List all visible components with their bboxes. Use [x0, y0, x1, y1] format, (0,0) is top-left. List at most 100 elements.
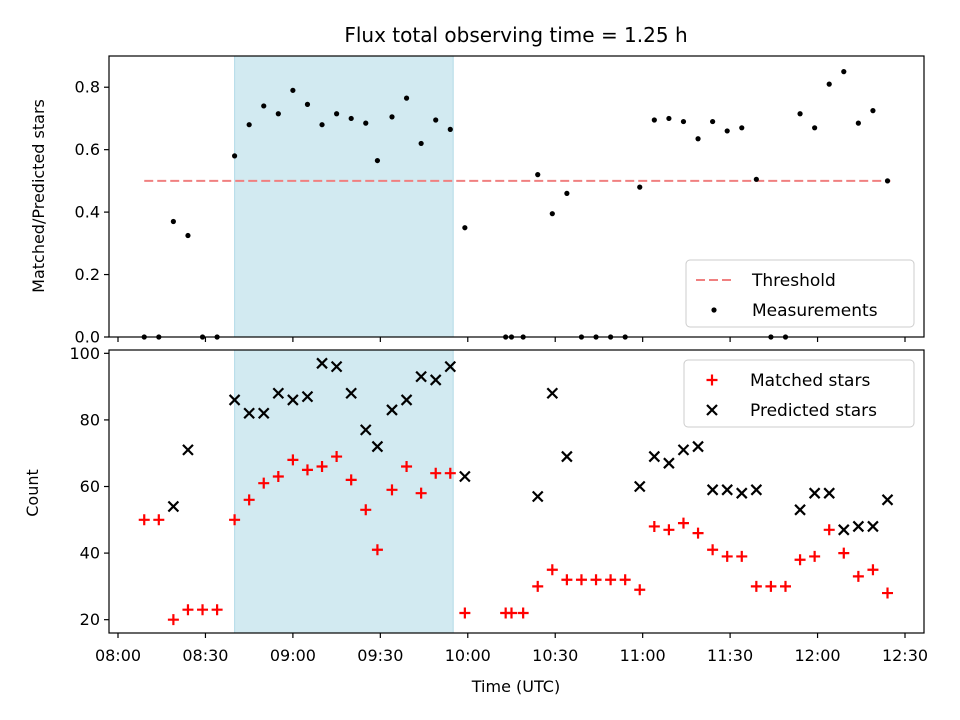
matched-point [167, 614, 179, 626]
xtick-label: 10:00 [445, 646, 491, 665]
predicted-point [167, 500, 180, 513]
ratio-series-0 [141, 69, 891, 340]
matched-point [575, 574, 587, 586]
predicted-point [735, 487, 748, 499]
xtick-label: 10:30 [532, 646, 578, 665]
legend-label: Threshold [751, 271, 836, 291]
ratio-highlight-span [234, 55, 454, 338]
predicted-point [750, 484, 763, 496]
data-point [403, 95, 410, 101]
data-point [855, 120, 861, 126]
data-point [666, 115, 672, 122]
data-point [564, 190, 570, 196]
matched-point [287, 454, 299, 466]
chart-title: Flux total observing time = 1.25 h [344, 23, 687, 47]
predicted-point [808, 487, 821, 499]
matched-point [882, 587, 894, 599]
matched-point [750, 580, 762, 592]
data-point [389, 114, 395, 120]
matched-point [301, 464, 313, 476]
matched-point [736, 550, 748, 562]
data-point [826, 81, 832, 87]
predicted-point [677, 444, 690, 456]
data-point [261, 103, 267, 109]
legend-label: Measurements [752, 301, 878, 321]
predicted-point [867, 520, 879, 533]
predicted-point [838, 524, 850, 536]
matched-point [663, 524, 675, 536]
ratio-ytick-label: 0.6 [75, 140, 100, 159]
matched-point [430, 467, 442, 479]
predicted-point [852, 520, 865, 533]
count-highlight-span [234, 349, 454, 634]
matched-point [138, 514, 150, 526]
top-ylabel: Matched/Predicted stars [29, 99, 48, 293]
ratio-legend: Threshold Measurements [685, 259, 915, 328]
matched-point [794, 554, 806, 566]
ratio-axes-frame [108, 55, 925, 338]
data-point [651, 117, 657, 123]
data-point [170, 218, 176, 225]
xtick-label: 11:30 [707, 646, 753, 665]
matched-point [182, 604, 194, 616]
matched-point [272, 471, 284, 483]
legend-label: Matched stars [750, 371, 870, 391]
matched-point [197, 604, 209, 616]
data-point [348, 115, 354, 122]
matched-point [677, 517, 689, 529]
matched-point [331, 451, 343, 463]
matched-point [153, 514, 165, 526]
data-point [797, 111, 803, 117]
legend-plus-marker [706, 374, 718, 386]
matched-point [707, 544, 719, 556]
data-point [812, 125, 818, 131]
matched-point [258, 477, 270, 489]
predicted-point [706, 484, 719, 496]
data-point [304, 101, 311, 107]
matched-point [765, 580, 777, 592]
matched-point [371, 544, 383, 556]
matched-point [692, 527, 704, 539]
matched-point [823, 524, 835, 536]
data-point [870, 108, 876, 114]
predicted-point [182, 444, 194, 456]
bottom-xlabel: Time (UTC) [471, 677, 560, 696]
data-point [739, 125, 745, 131]
matched-point [386, 484, 398, 496]
xtick-label: 12:00 [795, 646, 841, 665]
matched-point [838, 547, 850, 559]
predicted-point [301, 390, 314, 403]
ratio-ytick-label: 0.2 [75, 265, 100, 284]
data-point [462, 225, 468, 231]
count-ytick-label: 60 [80, 477, 100, 496]
predicted-point [257, 407, 270, 420]
data-point [363, 120, 369, 126]
data-point [884, 178, 891, 184]
matched-point [444, 467, 456, 479]
matched-point [546, 564, 558, 576]
count-series-0 [138, 451, 894, 626]
matched-point [721, 550, 733, 562]
predicted-point [721, 484, 733, 496]
matched-point [211, 604, 223, 616]
matched-point [852, 570, 864, 582]
count-series-1 [167, 357, 894, 536]
predicted-point [400, 394, 413, 406]
data-point [290, 87, 296, 93]
data-point [535, 172, 541, 178]
matched-point [605, 574, 617, 586]
matched-point [459, 607, 471, 619]
legend-label: Predicted stars [750, 401, 877, 421]
xtick-label: 11:00 [620, 646, 666, 665]
predicted-point [561, 450, 573, 463]
matched-point [779, 580, 791, 592]
data-point [418, 140, 424, 147]
predicted-point [823, 487, 835, 499]
predicted-point [663, 457, 675, 469]
data-point [447, 126, 453, 132]
data-point [753, 176, 759, 182]
predicted-point [531, 490, 544, 503]
data-point [231, 153, 238, 159]
matched-point [532, 580, 544, 592]
predicted-point [881, 494, 894, 506]
